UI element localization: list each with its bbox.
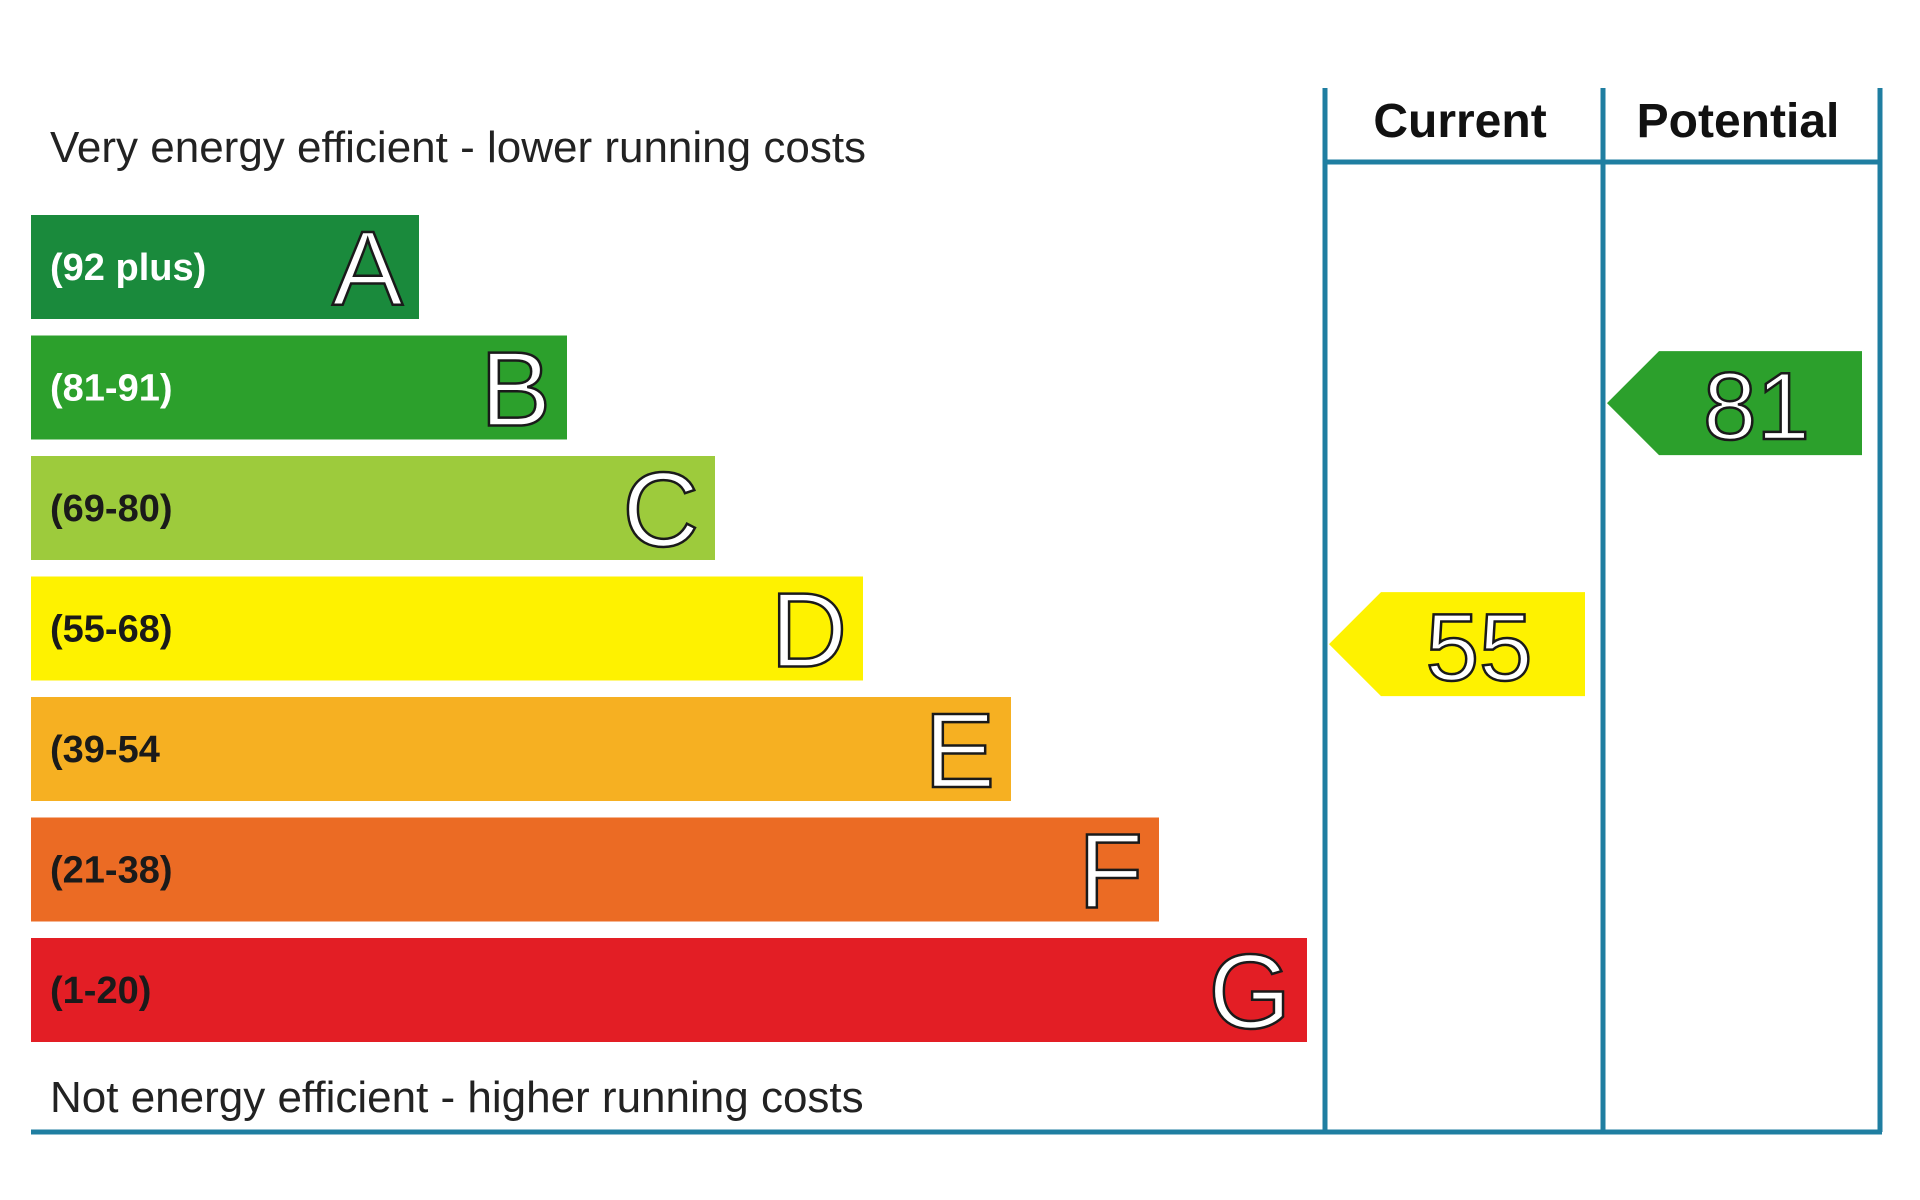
potential-rating-arrow [1607, 351, 1862, 456]
band-b-bar [31, 335, 567, 440]
band-c-bar [31, 456, 715, 560]
band-f-letter: F [1078, 813, 1143, 931]
band-a-bar [31, 215, 419, 319]
band-g-bar [31, 938, 1307, 1042]
band-c-range: (69-80) [50, 488, 173, 530]
top-label: Very energy efficient - lower running co… [50, 123, 867, 172]
band-b-range: (81-91) [50, 368, 173, 410]
potential-rating-value: 81 [1703, 353, 1810, 460]
band-e-bar [31, 697, 1011, 801]
band-b-letter: B [480, 331, 551, 449]
bottom-label: Not energy efficient - higher running co… [50, 1073, 864, 1122]
band-f-range: (21-38) [50, 850, 173, 892]
band-d-letter: D [770, 572, 847, 690]
current-rating-value: 55 [1426, 594, 1533, 701]
band-f-bar [31, 817, 1159, 922]
band-g-letter: G [1209, 933, 1291, 1051]
band-e-letter: E [924, 692, 995, 810]
band-a-range: (92 plus) [50, 247, 206, 289]
current-rating-arrow [1329, 592, 1585, 697]
column-header-current: Current [1373, 95, 1547, 148]
band-g-range: (1-20) [50, 970, 151, 1012]
band-a-letter: A [332, 210, 403, 328]
column-header-potential: Potential [1636, 95, 1840, 148]
band-e-range: (39-54 [50, 729, 160, 771]
band-c-letter: C [622, 451, 699, 569]
band-d-range: (55-68) [50, 609, 173, 651]
band-d-bar [31, 576, 863, 681]
